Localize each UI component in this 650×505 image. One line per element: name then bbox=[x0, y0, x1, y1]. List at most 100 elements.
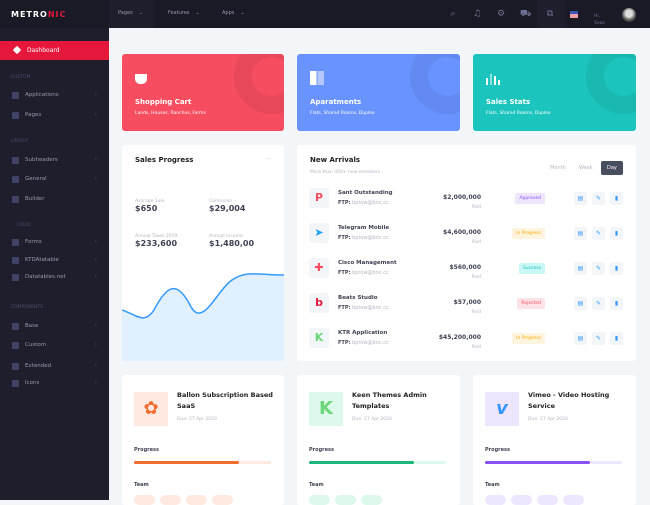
dashboard-icon bbox=[12, 45, 22, 55]
nav-label: Apps bbox=[222, 10, 235, 16]
delete-button[interactable]: ▮ bbox=[610, 227, 623, 240]
sidebar-item-builder[interactable]: Builder bbox=[0, 193, 109, 207]
sidebar-item-extended[interactable]: Extended › bbox=[0, 360, 109, 374]
team-avatar[interactable] bbox=[186, 495, 207, 505]
chevron-right-icon: › bbox=[94, 111, 97, 118]
delete-button[interactable]: ▮ bbox=[610, 297, 623, 310]
team-avatar[interactable] bbox=[212, 495, 233, 505]
progress-fill bbox=[134, 461, 240, 464]
sidebar-item-icons[interactable]: Icons › bbox=[0, 377, 109, 391]
more-options-icon[interactable]: ·· bbox=[266, 155, 271, 163]
menu-icon bbox=[12, 92, 19, 99]
sidebar-item-pages[interactable]: Pages › bbox=[0, 109, 109, 123]
metric-label: Comission bbox=[209, 199, 233, 204]
edit-button[interactable]: ✎ bbox=[592, 262, 605, 275]
gear-icon[interactable]: ⚙ bbox=[496, 9, 506, 19]
row-name[interactable]: Beats Studio bbox=[338, 295, 378, 301]
us-flag-icon[interactable] bbox=[570, 11, 578, 18]
menu-icon bbox=[12, 196, 19, 203]
metric-value: $1,480,00 bbox=[209, 239, 255, 248]
team-avatar[interactable] bbox=[309, 495, 330, 505]
delete-button[interactable]: ▮ bbox=[610, 192, 623, 205]
table-row: P Sant Outstanding FTP: bprow@bnc.cc $2,… bbox=[297, 188, 637, 223]
tab-month[interactable]: Month bbox=[550, 165, 566, 171]
menu-icon bbox=[12, 157, 19, 164]
user-greeting[interactable]: Hi, Sean bbox=[594, 13, 605, 27]
search-icon[interactable]: ⌕ bbox=[450, 9, 456, 19]
tab-week[interactable]: Week bbox=[579, 165, 593, 171]
sidebar-item-datatablesnet[interactable]: Datatables.net › bbox=[0, 271, 109, 285]
bell-icon[interactable]: ♫ bbox=[472, 9, 482, 19]
layers-icon[interactable]: ⧉ bbox=[546, 9, 554, 19]
row-name[interactable]: Telegram Mobile bbox=[338, 225, 390, 231]
tab-day[interactable]: Day bbox=[601, 161, 623, 175]
view-button[interactable]: ▤ bbox=[574, 297, 587, 310]
sidebar-item-custom[interactable]: Custom › bbox=[0, 339, 109, 353]
card-title: New Arrivals bbox=[310, 156, 361, 164]
sidebar-item-applications[interactable]: Applications › bbox=[0, 89, 109, 103]
wave-line bbox=[122, 273, 284, 319]
edit-button[interactable]: ✎ bbox=[592, 297, 605, 310]
team-avatar[interactable] bbox=[511, 495, 532, 505]
row-name[interactable]: KTR Application bbox=[338, 330, 388, 336]
team-avatar[interactable] bbox=[563, 495, 584, 505]
nav-label: Features bbox=[168, 10, 190, 16]
logo-text-accent: NIC bbox=[47, 10, 67, 19]
view-button[interactable]: ▤ bbox=[574, 227, 587, 240]
edit-button[interactable]: ✎ bbox=[592, 192, 605, 205]
project-title[interactable]: Ballon Subscription Based SaaS bbox=[177, 391, 273, 410]
stat-title: Sales Stats bbox=[486, 98, 531, 106]
menu-icon bbox=[12, 274, 19, 281]
section-label-layout: LAYOUT bbox=[11, 139, 29, 144]
bar-chart-icon bbox=[486, 71, 500, 85]
row-name[interactable]: Cisco Management bbox=[338, 260, 397, 266]
sidebar-item-label: KTDAtatable bbox=[25, 257, 59, 263]
grid-icon bbox=[310, 71, 324, 85]
metric-label: Avarage Sale bbox=[135, 199, 165, 204]
team-avatar[interactable] bbox=[160, 495, 181, 505]
nav-apps[interactable]: Apps ⌄ bbox=[222, 10, 245, 16]
stat-card[interactable]: Shopping Cart Lands, Houses, Ranchos, Far… bbox=[122, 54, 284, 131]
cart-icon[interactable]: ⛟ bbox=[520, 9, 532, 19]
sidebar-item-subheaders[interactable]: Subheaders › bbox=[0, 154, 109, 168]
team-avatar[interactable] bbox=[361, 495, 382, 505]
chevron-right-icon: › bbox=[94, 238, 97, 245]
project-card: v Vimeo - Video Hosting Service Due: 27 … bbox=[473, 375, 636, 505]
team-avatar[interactable] bbox=[134, 495, 155, 505]
team-avatar[interactable] bbox=[335, 495, 356, 505]
nav-features[interactable]: Features ⌄ bbox=[168, 10, 200, 16]
view-button[interactable]: ▤ bbox=[574, 332, 587, 345]
view-button[interactable]: ▤ bbox=[574, 192, 587, 205]
sidebar-item-dashboard[interactable]: Dashboard bbox=[0, 41, 109, 60]
project-title[interactable]: Vimeo - Video Hosting Service bbox=[528, 391, 610, 410]
stat-subtitle: Flats, Shared Rooms, Duplex bbox=[486, 111, 551, 116]
sidebar-item-forms[interactable]: Forms › bbox=[0, 236, 109, 250]
nav-pages[interactable]: Pages ⌄ bbox=[118, 10, 143, 16]
progress-fill bbox=[309, 461, 415, 464]
logo[interactable]: METRONIC bbox=[0, 0, 109, 28]
row-ftp: FTP: bprow@bnc.cc bbox=[338, 235, 389, 241]
project-title[interactable]: Keen Themes Admin Templates bbox=[352, 391, 427, 410]
stat-subtitle: Lands, Houses, Ranchos, Farms bbox=[135, 111, 206, 116]
edit-button[interactable]: ✎ bbox=[592, 227, 605, 240]
edit-button[interactable]: ✎ bbox=[592, 332, 605, 345]
sidebar-item-label: Applications bbox=[25, 92, 59, 98]
stat-card[interactable]: Sales Stats Flats, Shared Rooms, Duplex bbox=[473, 54, 636, 131]
metric-label: Annual Income bbox=[209, 234, 243, 239]
sidebar-item-base[interactable]: Base › bbox=[0, 320, 109, 334]
sidebar-item-label: Forms bbox=[25, 239, 42, 245]
sidebar-item-ktdatatable[interactable]: KTDAtatable › bbox=[0, 254, 109, 268]
avatar[interactable] bbox=[622, 8, 636, 22]
ftp-value: bprow@bnc.cc bbox=[352, 270, 389, 276]
view-button[interactable]: ▤ bbox=[574, 262, 587, 275]
row-name[interactable]: Sant Outstanding bbox=[338, 190, 393, 196]
sidebar-item-general[interactable]: General › bbox=[0, 173, 109, 187]
decor-circle bbox=[410, 54, 460, 114]
delete-button[interactable]: ▮ bbox=[610, 332, 623, 345]
team-avatar[interactable] bbox=[537, 495, 558, 505]
chevron-right-icon: › bbox=[94, 341, 97, 348]
stat-card[interactable]: Aparatments Flats, Shared Rooms, Duplex bbox=[297, 54, 460, 131]
team-avatar[interactable] bbox=[485, 495, 506, 505]
delete-button[interactable]: ▮ bbox=[610, 262, 623, 275]
wave-area bbox=[122, 273, 284, 361]
